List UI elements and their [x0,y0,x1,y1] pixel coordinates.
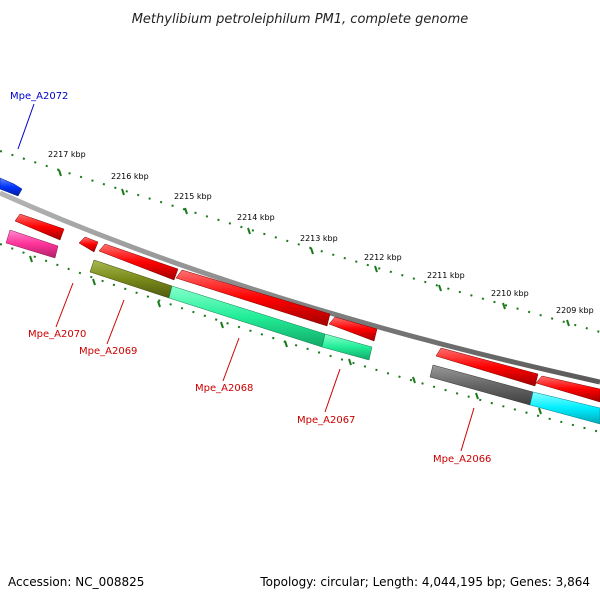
scale-tick [310,247,314,255]
scale-tick [247,227,251,235]
scale-tick [566,319,570,327]
gene-arrow-reverse[interactable] [535,375,600,403]
label-leader-line [222,337,240,382]
scale-tick [438,284,442,292]
gene-arrow-reverse[interactable] [435,347,539,387]
gene-arrow-reverse[interactable] [78,236,99,253]
scale-tick [220,321,224,329]
inner-scale [0,243,600,433]
outer-scale: 2217 kbp 2216 kbp 2215 kbp 2214 kbp 2213… [0,150,600,333]
scale-tick [92,278,96,286]
cds-bar[interactable] [529,391,600,425]
kbp-label: 2212 kbp [364,253,402,262]
gene-arrow-forward[interactable] [0,177,23,197]
kbp-label: 2211 kbp [427,271,465,280]
genome-backbone [0,190,600,385]
gene-arrow-reverse[interactable] [98,243,179,281]
label-leader-line [324,368,341,413]
kbp-label: 2213 kbp [300,234,338,243]
scale-tick [502,302,506,310]
gene-label-mpe-a2069[interactable]: Mpe_A2069 [79,346,137,357]
label-leader-line [17,103,35,150]
kbp-label: 2214 kbp [237,213,275,222]
gene-arrow-reverse[interactable] [328,316,378,342]
topology-text: Topology: circular; Length: 4,044,195 bp… [259,575,590,589]
scale-tick [184,207,188,215]
scale-tick [157,300,161,308]
kbp-label: 2216 kbp [111,172,149,181]
scale-tick [58,169,62,177]
gene-label-mpe-a2070[interactable]: Mpe_A2070 [28,329,86,340]
kbp-label: 2215 kbp [174,192,212,201]
gene-label-mpe-a2068[interactable]: Mpe_A2068 [195,383,253,394]
gene-label-mpe-a2067[interactable]: Mpe_A2067 [297,415,355,426]
cds-bar[interactable] [321,333,373,361]
label-leader-line [460,407,475,452]
scale-tick [374,265,378,273]
kbp-label: 2217 kbp [48,150,86,159]
cds-bar[interactable] [5,229,59,259]
scale-tick [475,392,479,400]
label-leader-line [55,282,74,328]
scale-tick [121,188,125,196]
gene-label-mpe-a2072[interactable]: Mpe_A2072 [10,91,68,102]
gene-arrow-reverse[interactable] [175,269,331,327]
scale-tick [284,340,288,348]
scale-tick [538,407,542,415]
gene-label-mpe-a2066[interactable]: Mpe_A2066 [433,454,491,465]
accession-text: Accession: NC_008825 [8,575,144,589]
label-leader-line [106,299,125,345]
map-title: Methylibium petroleiphilum PM1, complete… [132,12,469,27]
kbp-label: 2209 kbp [556,306,594,315]
gene-arrow-reverse[interactable] [14,213,65,241]
scale-tick [29,255,33,263]
inner-scale-line [0,243,600,433]
scale-tick [412,376,416,384]
kbp-label: 2210 kbp [491,289,529,298]
scale-tick [348,358,352,366]
